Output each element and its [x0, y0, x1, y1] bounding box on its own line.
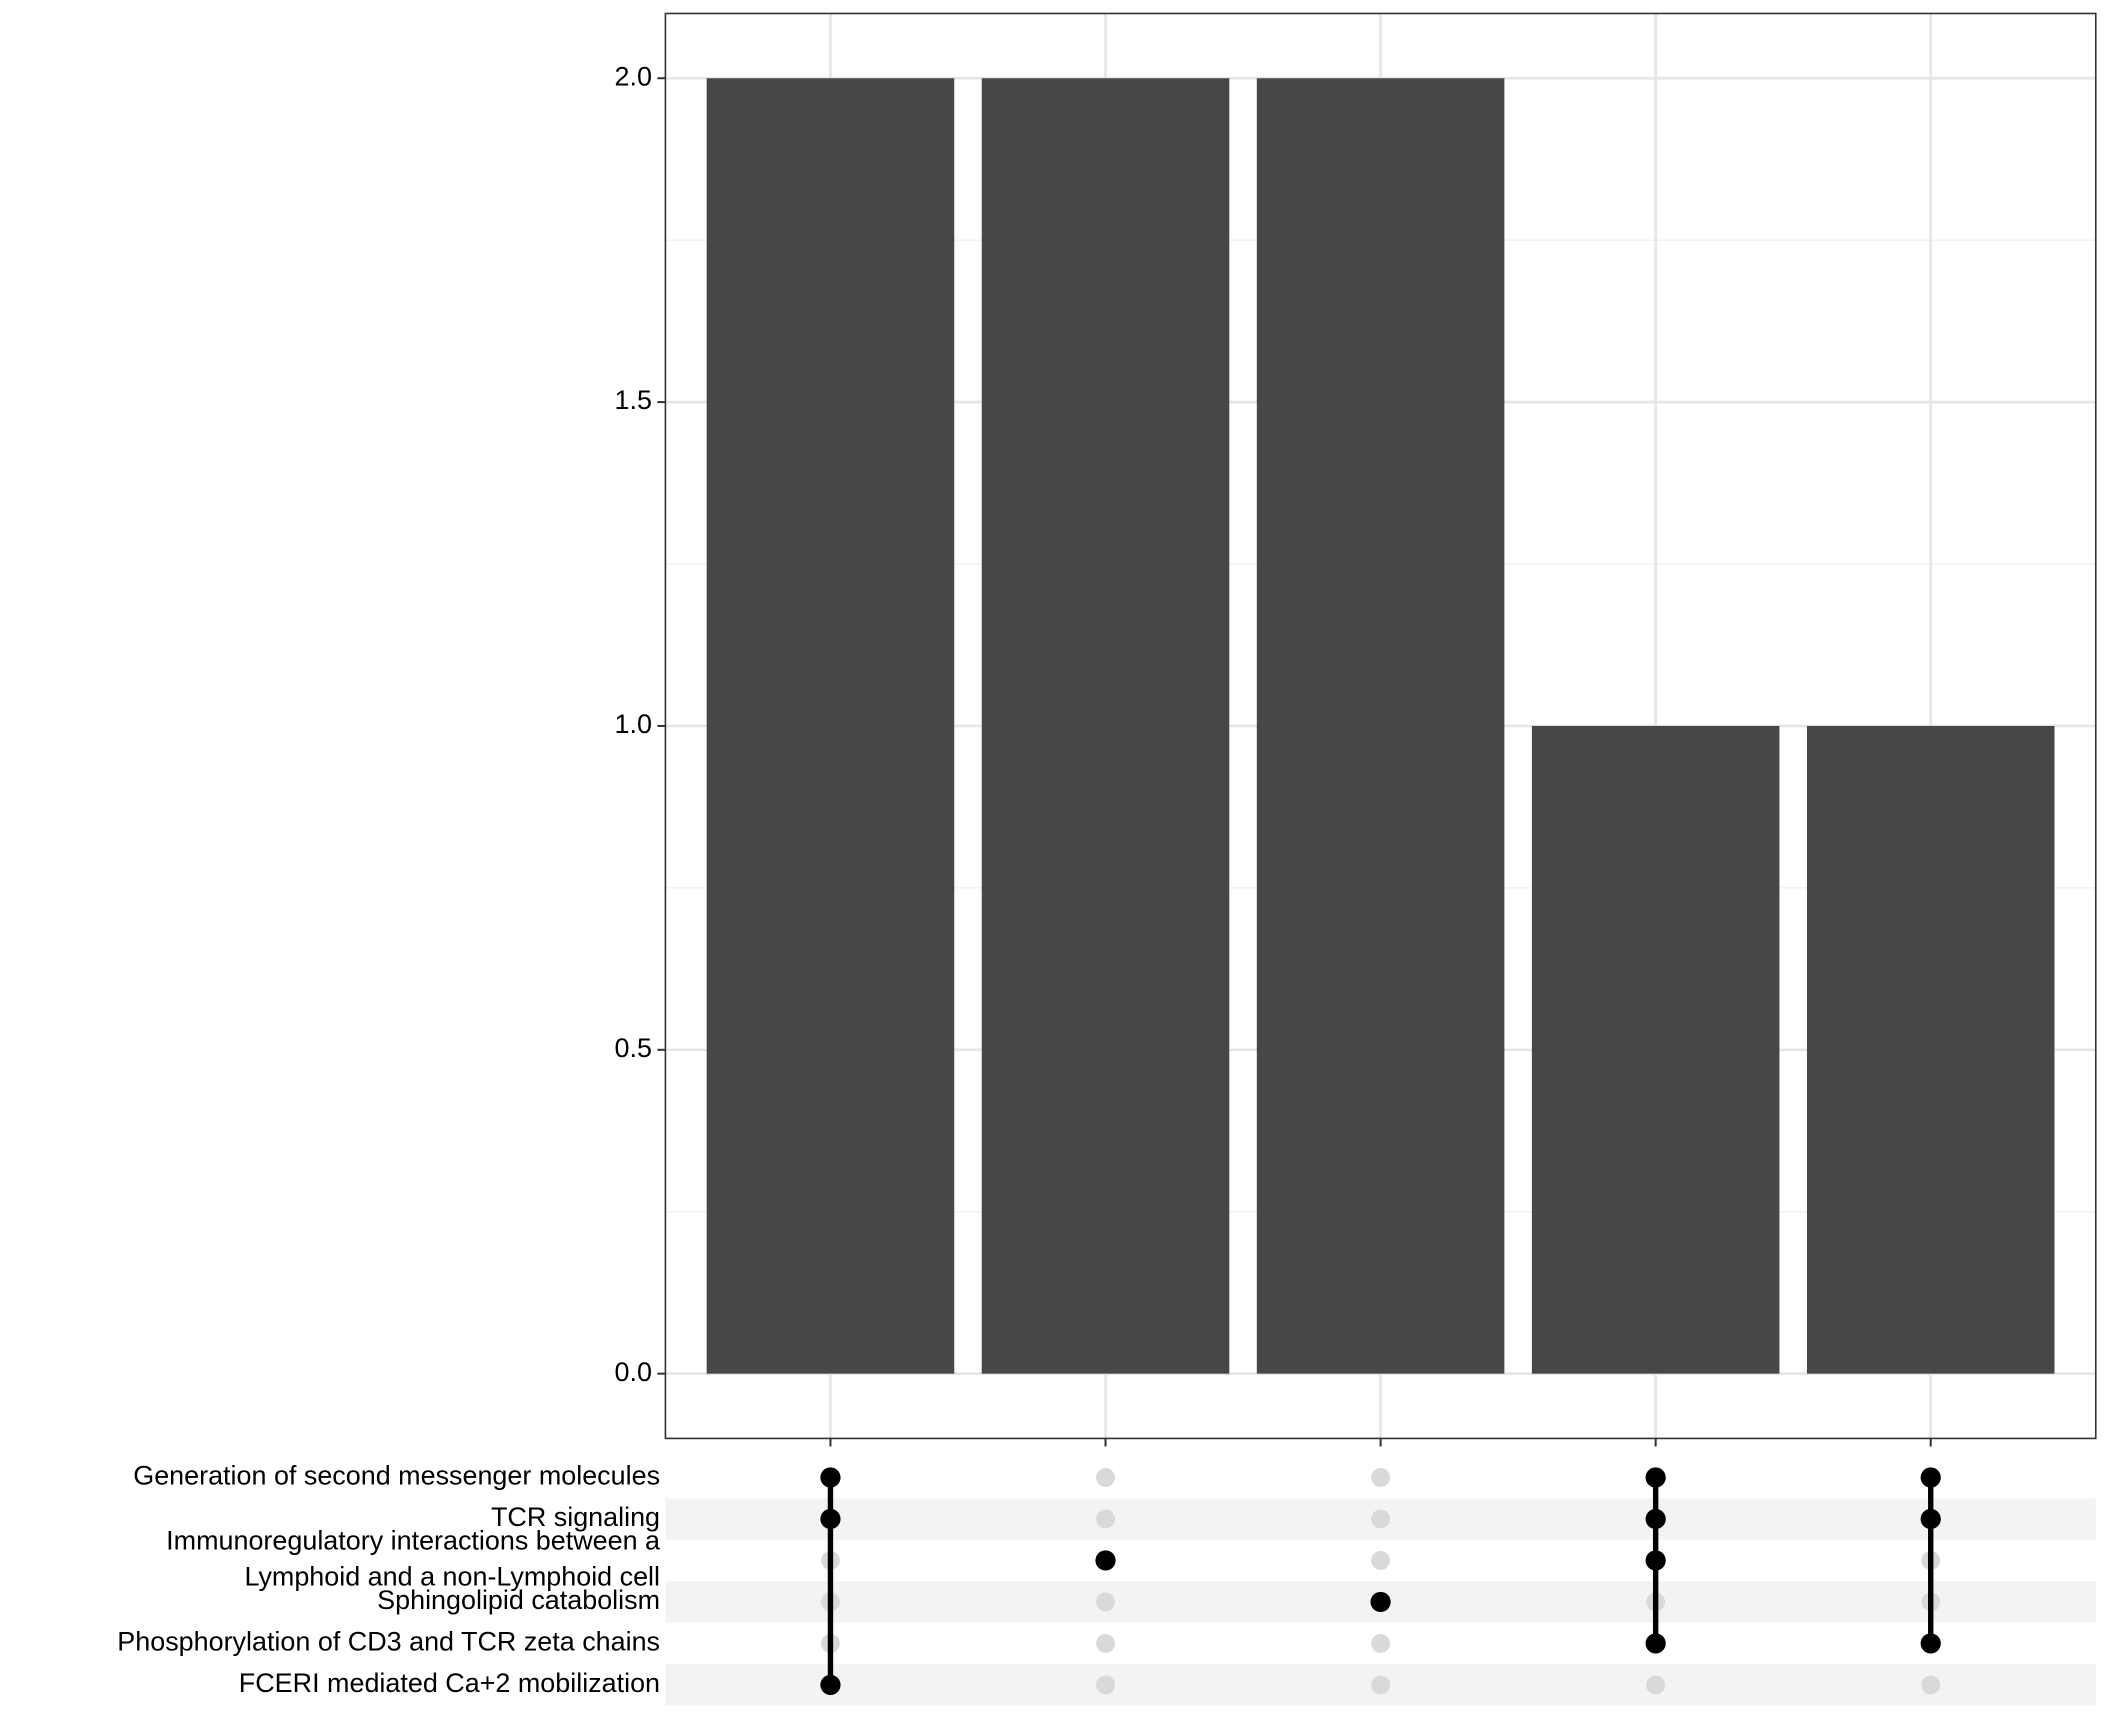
matrix-dot: [1920, 1467, 1941, 1488]
matrix-dot-empty: [1921, 1675, 1941, 1695]
matrix-dot: [820, 1508, 841, 1530]
matrix-dot: [820, 1467, 841, 1488]
set-label: FCERI mediated Ca+2 mobilization: [239, 1668, 660, 1698]
matrix-dot-empty: [1646, 1675, 1666, 1695]
y-tick-label: 2.0: [615, 61, 652, 91]
matrix-dot: [1920, 1508, 1941, 1530]
matrix-dot-empty: [1096, 1592, 1115, 1612]
panel-border: [664, 12, 2097, 1440]
matrix-dot-empty: [1371, 1675, 1391, 1695]
bar: [1256, 78, 1505, 1374]
matrix-dot-empty: [1096, 1509, 1115, 1529]
bar: [1531, 725, 1780, 1374]
matrix-dot: [820, 1674, 841, 1696]
set-label: TCR signaling: [491, 1502, 660, 1532]
set-label: Generation of second messenger molecules: [133, 1461, 660, 1491]
set-label: Lymphoid and a non-Lymphoid cell: [244, 1562, 660, 1592]
matrix-dot-empty: [1371, 1633, 1391, 1653]
matrix-dot: [1645, 1633, 1666, 1654]
matrix-dot: [1645, 1467, 1666, 1488]
matrix-dot-empty: [1096, 1633, 1115, 1653]
matrix-dot: [1645, 1508, 1666, 1530]
matrix-dot: [1920, 1633, 1941, 1654]
matrix-dot: [1370, 1591, 1391, 1613]
bar: [1806, 725, 2055, 1374]
matrix-dot-empty: [1096, 1468, 1115, 1487]
y-tick-label: 1.0: [615, 709, 652, 739]
set-label: Sphingolipid catabolism: [377, 1585, 660, 1615]
y-tick-label: 0.0: [615, 1357, 652, 1387]
bar: [981, 78, 1230, 1374]
matrix-dot-empty: [1371, 1509, 1391, 1529]
matrix-dot-empty: [1096, 1675, 1115, 1695]
set-label: Immunoregulatory interactions between a: [166, 1525, 660, 1555]
y-tick-label: 1.5: [615, 385, 652, 415]
matrix-dot: [1645, 1550, 1666, 1571]
matrix-dot-empty: [1371, 1468, 1391, 1487]
bar: [706, 78, 955, 1374]
matrix-dot-empty: [1371, 1551, 1391, 1570]
set-label: Phosphorylation of CD3 and TCR zeta chai…: [117, 1627, 660, 1657]
matrix-dot: [1095, 1550, 1116, 1571]
y-tick-label: 0.5: [615, 1033, 652, 1063]
